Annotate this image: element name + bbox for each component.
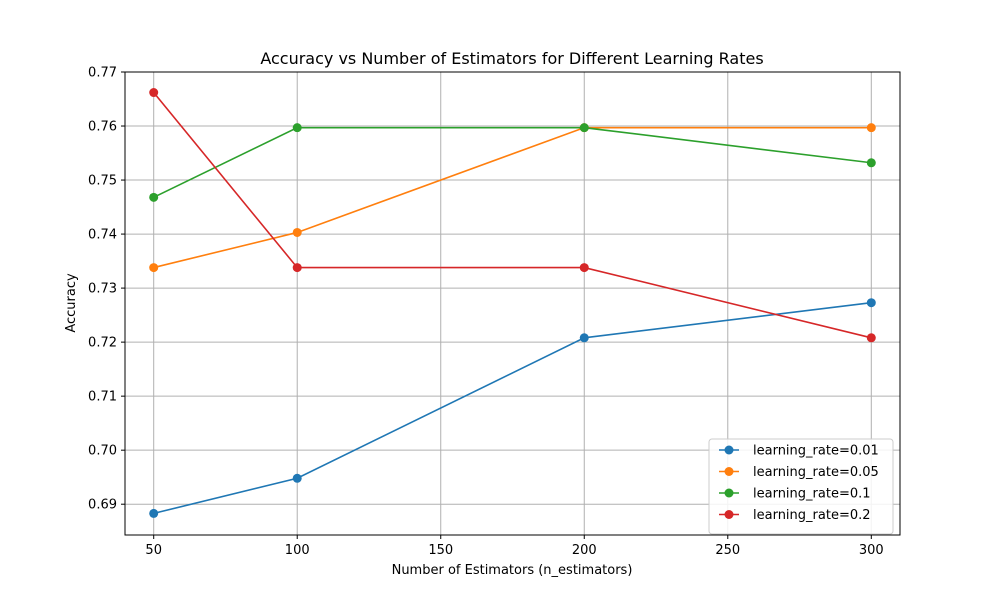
legend-marker bbox=[724, 488, 734, 498]
y-tick-label: 0.76 bbox=[88, 120, 117, 135]
series-group bbox=[149, 88, 876, 343]
y-axis-title: Accuracy bbox=[64, 273, 79, 333]
axis-ticks: 50 100 150 200 250 300 0.69 0.70 0.71 0.72 0.73 0.7… bbox=[88, 66, 884, 559]
data-point bbox=[149, 192, 159, 202]
y-tick-label: 0.69 bbox=[88, 498, 117, 513]
series-line bbox=[153, 301, 872, 515]
legend-label: learning_rate=0.05 bbox=[753, 465, 879, 480]
x-axis-title: Number of Estimators (n_estimators) bbox=[392, 563, 633, 578]
legend-label: learning_rate=0.01 bbox=[753, 444, 879, 459]
data-point bbox=[866, 158, 876, 168]
data-point bbox=[149, 508, 159, 518]
legend-label: learning_rate=0.1 bbox=[753, 487, 871, 502]
data-point bbox=[866, 123, 876, 133]
y-tick-label: 0.73 bbox=[88, 282, 117, 297]
data-point bbox=[149, 263, 159, 273]
x-tick-label: 300 bbox=[859, 543, 884, 558]
data-point bbox=[866, 298, 876, 308]
data-point bbox=[292, 227, 302, 237]
data-point bbox=[579, 123, 589, 133]
series-line bbox=[153, 126, 872, 199]
series-group bbox=[149, 123, 876, 202]
legend-box bbox=[708, 438, 894, 535]
y-tick-label: 0.71 bbox=[88, 390, 117, 405]
series-line bbox=[153, 92, 872, 339]
y-tick-label: 0.74 bbox=[88, 228, 117, 243]
y-tick-label: 0.77 bbox=[88, 66, 117, 81]
series-layer bbox=[149, 88, 876, 518]
legend-marker bbox=[724, 467, 734, 476]
data-point bbox=[579, 333, 589, 343]
y-tick-label: 0.75 bbox=[88, 174, 117, 189]
x-tick-label: 200 bbox=[572, 543, 597, 558]
data-point bbox=[866, 333, 876, 343]
data-point bbox=[149, 88, 159, 98]
x-tick-label: 50 bbox=[145, 543, 162, 558]
legend-marker bbox=[724, 445, 734, 455]
data-point bbox=[292, 473, 302, 483]
series-group bbox=[149, 298, 876, 518]
series-group bbox=[149, 123, 876, 273]
plot-frame bbox=[124, 71, 901, 536]
series-line bbox=[153, 126, 872, 269]
x-tick-label: 250 bbox=[715, 543, 740, 558]
y-tick-label: 0.72 bbox=[88, 336, 117, 351]
legend-marker bbox=[724, 510, 734, 519]
y-tick-label: 0.70 bbox=[88, 444, 117, 459]
legend: learning_rate=0.01 learning_rate=0.05lear… bbox=[708, 438, 894, 535]
data-point bbox=[292, 123, 302, 133]
legend-label: learning_rate=0.2 bbox=[753, 508, 871, 523]
x-tick-label: 100 bbox=[285, 543, 310, 558]
x-tick-label: 150 bbox=[428, 543, 453, 558]
data-point bbox=[579, 263, 589, 273]
chart-title: Accuracy vs Number of Estimators for Dif… bbox=[260, 49, 763, 68]
data-point bbox=[292, 263, 302, 273]
